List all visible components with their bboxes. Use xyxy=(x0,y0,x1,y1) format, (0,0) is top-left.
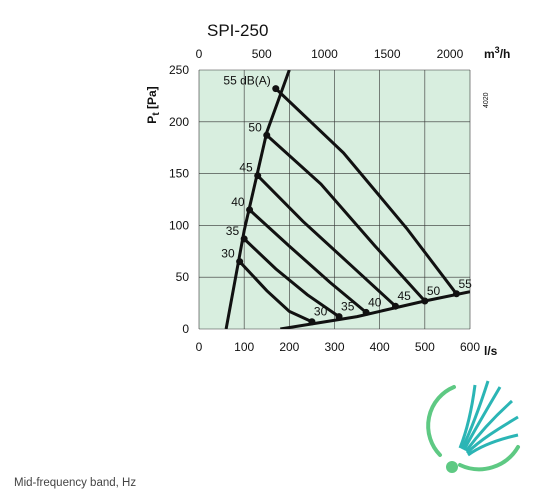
series-line xyxy=(256,174,397,308)
series-end-label: 55 xyxy=(458,277,472,291)
grid-lines xyxy=(198,69,471,330)
series-line xyxy=(243,237,340,318)
x-tick-label: 0 xyxy=(196,340,203,354)
x-axis-label: l/s xyxy=(484,344,498,358)
series-end-label: 35 xyxy=(341,300,355,314)
series-end-point xyxy=(421,297,429,305)
series-end-point xyxy=(308,318,316,326)
y-tick-label: 100 xyxy=(169,218,189,232)
curve-group xyxy=(224,70,470,329)
series-end-label: 50 xyxy=(427,284,441,298)
secondary-x-tick-label: 1500 xyxy=(374,47,401,61)
y-axis-label: Pt [Pa] xyxy=(145,86,162,123)
series-line xyxy=(248,208,368,314)
chart-title: SPI-250 xyxy=(207,21,268,40)
y-tick-label: 0 xyxy=(182,322,189,336)
series-start-point xyxy=(240,235,248,243)
series-end-label: 30 xyxy=(314,305,328,319)
axes: 0 100 200 300 400 500 600 0 50 100 150 200 250 0 500 10… xyxy=(169,47,480,354)
series-start-point xyxy=(272,85,280,93)
series-end-point xyxy=(391,302,399,310)
series-end-point xyxy=(362,308,370,316)
secondary-x-tick-label: 2000 xyxy=(437,47,464,61)
x-tick-label: 400 xyxy=(370,340,390,354)
series-end-point xyxy=(452,290,460,298)
series-label: 45 xyxy=(239,161,253,175)
brand-logo xyxy=(426,380,520,473)
y-tick-label: 200 xyxy=(169,115,189,129)
x-tick-label: 500 xyxy=(415,340,435,354)
series-label: 35 xyxy=(226,224,240,238)
x-tick-label: 200 xyxy=(279,340,299,354)
system-curve xyxy=(224,70,291,329)
series-start-point xyxy=(246,206,254,214)
reference-number: 4020 xyxy=(483,92,490,108)
fan-curves: 30 30 35 35 40 40 45 45 50 50 55 dB(A) 55 xyxy=(221,70,472,329)
footer-note: Mid-frequency band, Hz xyxy=(14,477,137,489)
series-end-label: 40 xyxy=(368,295,382,309)
series-end-point xyxy=(335,313,343,321)
series-line xyxy=(274,87,458,295)
x-tick-label: 300 xyxy=(324,340,344,354)
chart: 30 30 35 35 40 40 45 45 50 50 55 dB(A) 55 0 100 200 30… xyxy=(145,21,510,358)
series-label: 55 dB(A) xyxy=(223,74,270,88)
secondary-x-axis-label: m3/h xyxy=(484,45,510,61)
series-end-label: 45 xyxy=(397,289,411,303)
series-label: 40 xyxy=(231,195,245,209)
x-tick-label: 100 xyxy=(234,340,254,354)
series-start-point xyxy=(236,258,244,266)
series-line xyxy=(265,134,426,303)
x-tick-label: 600 xyxy=(460,340,480,354)
secondary-x-tick-label: 500 xyxy=(252,47,272,61)
y-tick-label: 50 xyxy=(176,270,190,284)
y-tick-label: 150 xyxy=(169,167,189,181)
duct-curve xyxy=(280,290,470,329)
series-start-point xyxy=(263,131,271,139)
y-tick-label: 250 xyxy=(169,63,189,77)
secondary-x-tick-label: 0 xyxy=(196,47,203,61)
series-label: 30 xyxy=(221,247,235,261)
secondary-x-tick-label: 1000 xyxy=(311,47,338,61)
series-line xyxy=(238,260,313,324)
series-start-point xyxy=(254,172,262,180)
series-label: 50 xyxy=(248,120,262,134)
